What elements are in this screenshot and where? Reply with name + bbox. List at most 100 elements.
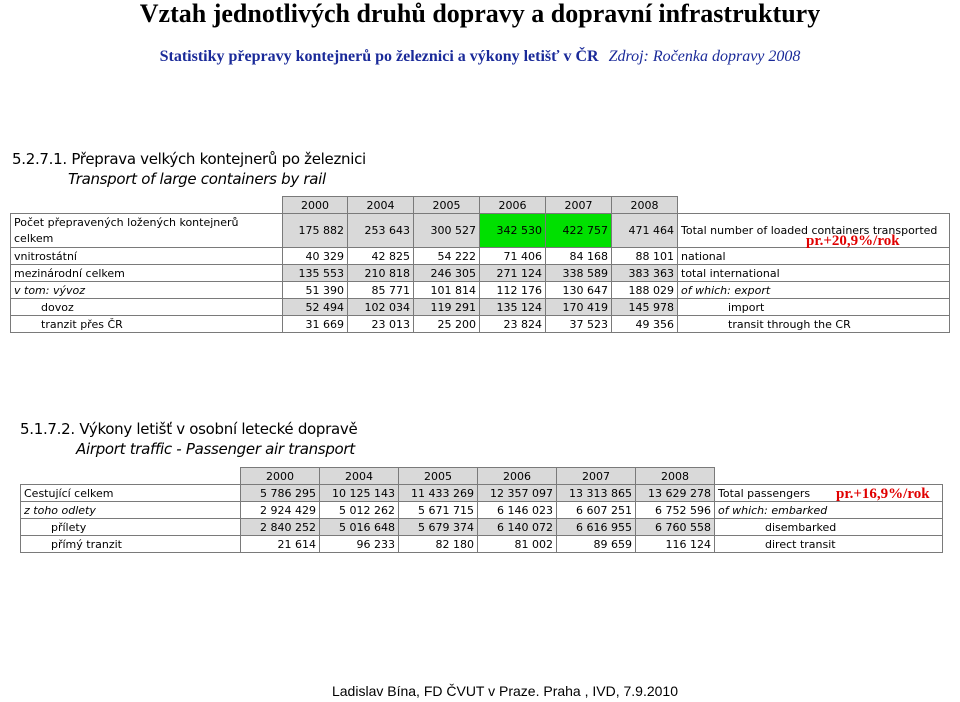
- value-cell-highlight: 422 757: [545, 213, 612, 248]
- value-cell: 31 669: [282, 315, 348, 333]
- value-cell: 5 679 374: [398, 518, 478, 536]
- table-row: vnitrostátní 40 329 42 825 54 222 71 406…: [10, 247, 950, 265]
- row-label: z toho odlety: [20, 501, 241, 519]
- value-cell: 130 647: [545, 281, 612, 299]
- value-cell: 96 233: [319, 535, 399, 553]
- value-cell: 135 553: [282, 264, 348, 282]
- rail-year: 2007: [545, 196, 612, 214]
- value-cell: 2 924 429: [240, 501, 320, 519]
- air-year: 2004: [319, 467, 399, 485]
- value-cell: 170 419: [545, 298, 612, 316]
- value-cell: 71 406: [479, 247, 546, 265]
- air-header-row: 2000 2004 2005 2006 2007 2008: [21, 467, 943, 485]
- value-cell: 116 124: [635, 535, 715, 553]
- rail-table: 2000 2004 2005 2006 2007 2008 Počet přep…: [10, 196, 950, 333]
- air-header-blank: [715, 468, 943, 485]
- row-label-en: total international: [677, 264, 950, 282]
- air-year: 2005: [398, 467, 478, 485]
- value-cell: 6 752 596: [635, 501, 715, 519]
- value-cell: 13 629 278: [635, 484, 715, 502]
- rail-header-blank: [678, 197, 950, 214]
- rail-header-row: 2000 2004 2005 2006 2007 2008: [11, 196, 950, 214]
- value-cell: 471 464: [611, 213, 678, 248]
- value-cell: 112 176: [479, 281, 546, 299]
- value-cell: 119 291: [413, 298, 480, 316]
- rail-growth-note: pr.+20,9%/rok: [806, 233, 900, 249]
- rail-year: 2008: [611, 196, 678, 214]
- value-cell: 10 125 143: [319, 484, 399, 502]
- value-cell: 49 356: [611, 315, 678, 333]
- value-cell: 5 012 262: [319, 501, 399, 519]
- value-cell: 338 589: [545, 264, 612, 282]
- row-label: přílety: [20, 518, 241, 536]
- value-cell: 6 140 072: [477, 518, 557, 536]
- value-cell-highlight: 342 530: [479, 213, 546, 248]
- air-growth-note: pr.+16,9%/rok: [836, 486, 930, 502]
- value-cell: 271 124: [479, 264, 546, 282]
- air-table-heading: 5.1.7.2. Výkony letišť v osobní letecké …: [20, 419, 358, 459]
- value-cell: 5 016 648: [319, 518, 399, 536]
- value-cell: 145 978: [611, 298, 678, 316]
- row-label: vnitrostátní: [10, 247, 283, 265]
- value-cell: 6 607 251: [556, 501, 636, 519]
- row-label-en: direct transit: [714, 535, 943, 553]
- rail-year: 2004: [347, 196, 414, 214]
- value-cell: 54 222: [413, 247, 480, 265]
- value-cell: 253 643: [347, 213, 414, 248]
- value-cell: 37 523: [545, 315, 612, 333]
- table-row: dovoz 52 494 102 034 119 291 135 124 170…: [10, 298, 950, 316]
- value-cell: 102 034: [347, 298, 414, 316]
- row-label-en: disembarked: [714, 518, 943, 536]
- row-label-en: Total passengers: [714, 484, 943, 502]
- row-label: v tom: vývoz: [10, 281, 283, 299]
- row-label-en: national: [677, 247, 950, 265]
- row-label: mezinárodní celkem: [10, 264, 283, 282]
- row-label: dovoz: [10, 298, 283, 316]
- value-cell: 81 002: [477, 535, 557, 553]
- value-cell: 84 168: [545, 247, 612, 265]
- air-table: 2000 2004 2005 2006 2007 2008 Cestující …: [20, 467, 943, 553]
- value-cell: 21 614: [240, 535, 320, 553]
- value-cell: 175 882: [282, 213, 348, 248]
- row-label-en: transit through the CR: [677, 315, 950, 333]
- row-label-en: Total number of loaded containers transp…: [677, 213, 950, 248]
- value-cell: 12 357 097: [477, 484, 557, 502]
- value-cell: 42 825: [347, 247, 414, 265]
- air-heading-cz: 5.1.7.2. Výkony letišť v osobní letecké …: [20, 420, 358, 438]
- value-cell: 6 146 023: [477, 501, 557, 519]
- air-year: 2007: [556, 467, 636, 485]
- subtitle-main: Statistiky přepravy kontejnerů po železn…: [159, 48, 599, 65]
- row-label-en: import: [677, 298, 950, 316]
- value-cell: 6 616 955: [556, 518, 636, 536]
- rail-table-heading: 5.2.7.1. Přeprava velkých kontejnerů po …: [12, 149, 366, 189]
- value-cell: 11 433 269: [398, 484, 478, 502]
- value-cell: 246 305: [413, 264, 480, 282]
- row-label: přímý tranzit: [20, 535, 241, 553]
- value-cell: 101 814: [413, 281, 480, 299]
- table-row: tranzit přes ČR 31 669 23 013 25 200 23 …: [10, 315, 950, 333]
- table-row: z toho odlety 2 924 429 5 012 262 5 671 …: [20, 501, 943, 519]
- value-cell: 383 363: [611, 264, 678, 282]
- air-year: 2008: [635, 467, 715, 485]
- row-label-en: of which: embarked: [714, 501, 943, 519]
- value-cell: 5 786 295: [240, 484, 320, 502]
- rail-year: 2005: [413, 196, 480, 214]
- value-cell: 85 771: [347, 281, 414, 299]
- slide-subtitle: Statistiky přepravy kontejnerů po železn…: [0, 47, 960, 67]
- table-row: přílety 2 840 252 5 016 648 5 679 374 6 …: [20, 518, 943, 536]
- air-header-blank: [21, 468, 241, 485]
- rail-year: 2000: [282, 196, 348, 214]
- rail-year: 2006: [479, 196, 546, 214]
- row-label: tranzit přes ČR: [10, 315, 283, 333]
- value-cell: 135 124: [479, 298, 546, 316]
- table-row: přímý tranzit 21 614 96 233 82 180 81 00…: [20, 535, 943, 553]
- value-cell: 52 494: [282, 298, 348, 316]
- table-row: mezinárodní celkem 135 553 210 818 246 3…: [10, 264, 950, 282]
- value-cell: 2 840 252: [240, 518, 320, 536]
- slide-title: Vztah jednotlivých druhů dopravy a dopra…: [139, 0, 821, 28]
- air-heading-en: Airport traffic - Passenger air transpor…: [76, 440, 355, 458]
- value-cell: 13 313 865: [556, 484, 636, 502]
- row-label-en: of which: export: [677, 281, 950, 299]
- value-cell: 88 101: [611, 247, 678, 265]
- table-row: Počet přepravených ložených kontejnerů c…: [10, 213, 950, 248]
